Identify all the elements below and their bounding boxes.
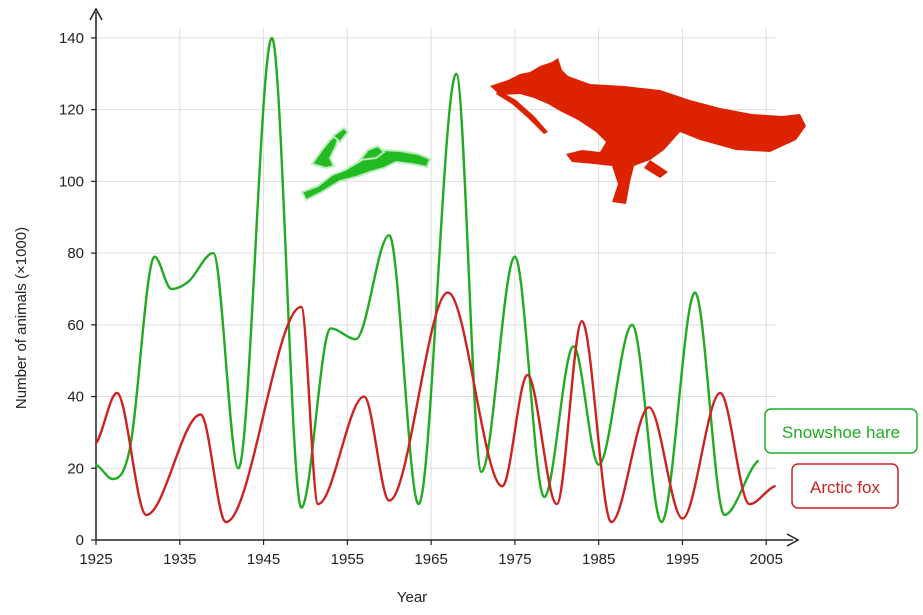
legend-label-fox: Arctic fox	[810, 478, 880, 497]
hare-silhouette-icon	[300, 126, 432, 202]
y-tick-label: 20	[67, 460, 84, 477]
fox-silhouette-icon	[490, 58, 806, 204]
x-tick-label: 1935	[163, 551, 196, 568]
legend-item-arctic-fox: Arctic fox	[791, 463, 899, 509]
legend-item-snowshoe-hare: Snowshoe hare	[764, 408, 918, 454]
x-tick-label: 2005	[750, 551, 783, 568]
y-tick-label: 60	[67, 317, 84, 334]
y-axis-title: Number of animals (×1000)	[13, 227, 30, 409]
series-line-snowshoe-hare	[94, 36, 760, 524]
x-tick-label: 1975	[498, 551, 531, 568]
y-tick-label: 120	[59, 102, 84, 119]
legend: Snowshoe hare Arctic fox	[764, 408, 918, 509]
legend-box-hare	[764, 408, 918, 454]
y-tick-label: 0	[76, 532, 84, 549]
legend-box-fox	[791, 463, 899, 509]
x-tick-label: 1995	[666, 551, 699, 568]
x-axis-title: Year	[397, 589, 427, 606]
y-tick-label: 140	[59, 30, 84, 47]
series-lines	[94, 36, 776, 524]
x-tick-label: 1965	[414, 551, 447, 568]
series-line-arctic-fox	[94, 291, 776, 524]
y-axis-arrow-icon	[89, 7, 103, 21]
x-tick-label: 1925	[79, 551, 112, 568]
x-tick-label: 1955	[331, 551, 364, 568]
y-tick-label: 80	[67, 245, 84, 262]
x-tick-label: 1945	[247, 551, 280, 568]
x-axis-arrow-icon	[786, 533, 800, 547]
axes	[89, 7, 800, 547]
legend-label-hare: Snowshoe hare	[782, 423, 900, 442]
x-tick-label: 1985	[582, 551, 615, 568]
ticks: 1925 1935 1945 1955 1965 1975 1985 1995 2005 0 20 4…	[59, 30, 783, 568]
y-tick-label: 100	[59, 173, 84, 190]
grid	[95, 28, 776, 540]
y-tick-label: 40	[67, 389, 84, 406]
